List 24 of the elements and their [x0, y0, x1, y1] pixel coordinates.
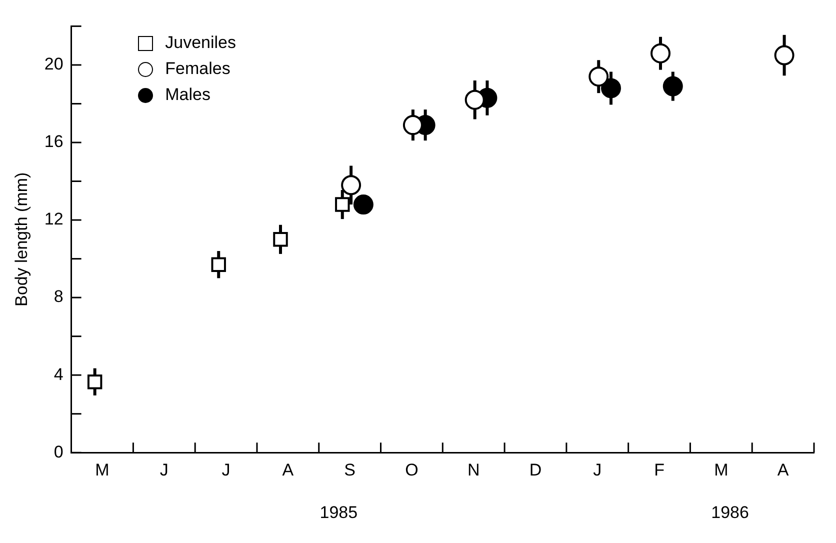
y-tick-label: 20	[44, 54, 64, 74]
x-tick-label: S	[344, 460, 356, 480]
text: 1986	[711, 502, 749, 523]
legend-label: Juveniles	[165, 33, 236, 54]
x-tick-label: F	[654, 460, 664, 480]
x-tick-label: O	[405, 460, 418, 480]
y-axis-title: Body length (mm)	[12, 172, 31, 306]
x-tick-label: M	[714, 460, 728, 480]
x-tick-label: A	[777, 460, 790, 480]
x-tick-label: A	[282, 460, 294, 480]
text: 1985	[320, 502, 358, 523]
y-tick-label: 4	[54, 364, 64, 384]
y-tick-label: 16	[44, 132, 64, 152]
x-tick-label: D	[529, 460, 542, 480]
y-tick-label: 0	[54, 442, 64, 462]
x-tick-label: J	[160, 460, 168, 480]
x-tick-label: J	[222, 460, 230, 480]
legend-label: Males	[165, 85, 210, 106]
x-tick-label: N	[467, 460, 480, 480]
y-tick-label: 12	[44, 210, 64, 229]
x-tick-label: J	[593, 460, 602, 480]
legend-label: Females	[165, 59, 230, 80]
y-tick-label: 8	[54, 287, 64, 306]
x-tick-label: M	[95, 460, 110, 480]
